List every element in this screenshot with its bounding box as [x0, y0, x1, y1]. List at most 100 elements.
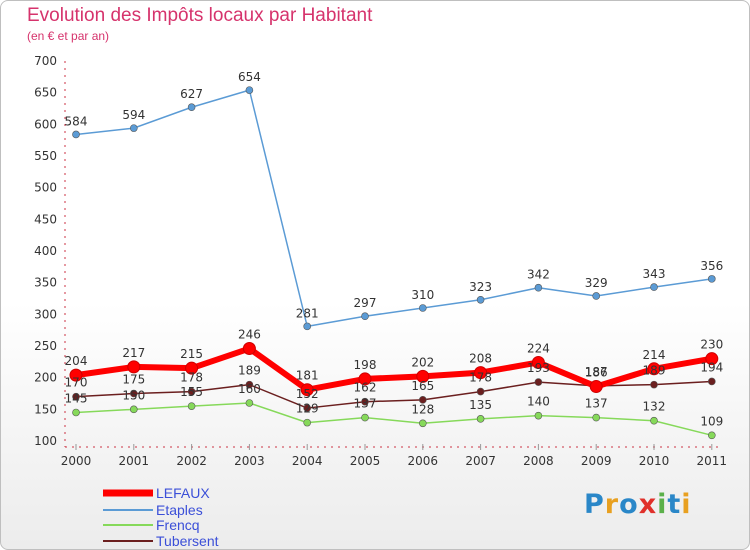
x-tick-label: 2002	[176, 454, 207, 468]
data-point-tubersent	[303, 404, 312, 412]
data-point-frencq	[418, 419, 427, 428]
data-point-etaples	[534, 283, 543, 292]
data-point-etaples	[592, 292, 601, 300]
data-label-etaples: 356	[700, 259, 723, 273]
data-point-lefaux	[242, 342, 256, 356]
series-line-frencq	[75, 402, 712, 437]
data-label-frencq: 109	[700, 414, 723, 428]
data-label-lefaux: 202	[411, 355, 434, 369]
data-label-frencq: 129	[296, 402, 319, 416]
chart-subtitle: (en € et par an)	[27, 29, 110, 43]
x-tick-label: 2008	[523, 454, 554, 468]
proxiti-logo: Proxiti	[584, 489, 692, 520]
data-point-lefaux	[300, 383, 314, 397]
data-label-frencq: 137	[354, 397, 377, 411]
series-line-lefaux	[75, 345, 713, 393]
data-point-tubersent	[476, 387, 485, 396]
data-point-etaples	[303, 322, 312, 331]
y-tick-label: 650	[34, 86, 57, 100]
data-point-lefaux	[69, 368, 83, 382]
data-label-lefaux: 224	[527, 341, 550, 355]
data-label-tubersent: 178	[180, 371, 203, 385]
data-label-lefaux: 198	[354, 358, 377, 372]
x-tick-label: 2010	[639, 454, 670, 468]
data-point-frencq	[650, 416, 658, 425]
y-tick-label: 600	[34, 117, 57, 131]
data-label-frencq: 155	[180, 385, 203, 399]
data-point-tubersent	[534, 378, 543, 386]
data-point-frencq	[130, 405, 138, 414]
data-label-lefaux: 204	[65, 354, 88, 368]
data-point-tubersent	[72, 392, 80, 401]
series-line-tubersent	[75, 380, 712, 409]
y-tick-label: 400	[34, 244, 57, 258]
data-label-etaples: 594	[122, 108, 145, 122]
legend-label-lefaux: LEFAUX	[156, 485, 210, 501]
data-point-etaples	[650, 283, 658, 291]
data-point-tubersent	[361, 397, 369, 406]
y-tick-label: 100	[34, 434, 57, 448]
data-point-lefaux	[358, 372, 372, 386]
data-label-tubersent: 187	[585, 365, 608, 379]
data-point-frencq	[72, 408, 80, 417]
data-label-frencq: 128	[411, 402, 434, 416]
data-point-lefaux	[531, 355, 545, 369]
data-label-etaples: 323	[469, 280, 492, 294]
data-label-frencq: 137	[585, 397, 608, 411]
y-tick-label: 700	[34, 54, 57, 68]
y-tick-label: 550	[34, 149, 57, 163]
data-point-lefaux	[705, 352, 719, 366]
data-point-etaples	[361, 312, 369, 321]
data-point-frencq	[707, 431, 716, 440]
x-tick-label: 2007	[465, 454, 496, 468]
y-tick-label: 150	[34, 402, 57, 416]
data-point-tubersent	[418, 396, 427, 404]
data-label-etaples: 343	[643, 267, 666, 281]
data-point-tubersent	[650, 380, 658, 389]
data-point-etaples	[187, 103, 196, 112]
data-label-tubersent: 193	[527, 361, 550, 375]
series-line-etaples	[75, 89, 712, 328]
x-tick-label: 2011	[697, 454, 728, 468]
data-point-frencq	[303, 418, 312, 427]
data-label-lefaux: 215	[180, 347, 203, 361]
legend-label-frencq: Frencq	[156, 517, 200, 533]
data-point-lefaux	[185, 361, 199, 375]
chart-title: Evolution des Impôts locaux par Habitant	[27, 5, 373, 26]
data-point-lefaux	[127, 360, 141, 374]
y-tick-label: 450	[34, 212, 57, 226]
data-point-tubersent	[187, 387, 196, 396]
x-tick-label: 2001	[119, 454, 150, 468]
x-tick-label: 2005	[350, 454, 381, 468]
data-label-lefaux: 208	[469, 352, 492, 366]
data-point-frencq	[187, 402, 196, 410]
data-point-tubersent	[130, 389, 138, 398]
data-label-tubersent: 152	[296, 387, 319, 401]
data-label-etaples: 281	[296, 306, 319, 320]
data-point-lefaux	[416, 369, 430, 383]
data-point-etaples	[476, 295, 485, 304]
data-label-frencq: 160	[238, 382, 261, 396]
data-point-etaples	[418, 304, 427, 312]
data-label-tubersent: 162	[354, 381, 377, 395]
data-label-etaples: 627	[180, 87, 203, 101]
data-label-etaples: 584	[65, 114, 88, 128]
data-point-frencq	[361, 413, 369, 422]
x-tick-label: 2003	[234, 454, 265, 468]
data-label-frencq: 145	[65, 392, 88, 406]
y-tick-label: 250	[34, 339, 57, 353]
data-point-frencq	[245, 399, 254, 407]
y-tick-label: 300	[34, 307, 57, 321]
data-point-etaples	[130, 124, 138, 132]
data-label-tubersent: 170	[65, 376, 88, 390]
data-label-etaples: 329	[585, 276, 608, 290]
data-label-etaples: 297	[354, 296, 377, 310]
data-label-frencq: 140	[527, 395, 550, 409]
data-point-etaples	[72, 130, 80, 139]
legend-label-tubersent: Tubersent	[156, 533, 219, 549]
x-tick-label: 2009	[581, 454, 612, 468]
x-tick-label: 2000	[61, 454, 92, 468]
data-label-lefaux: 181	[296, 369, 319, 383]
